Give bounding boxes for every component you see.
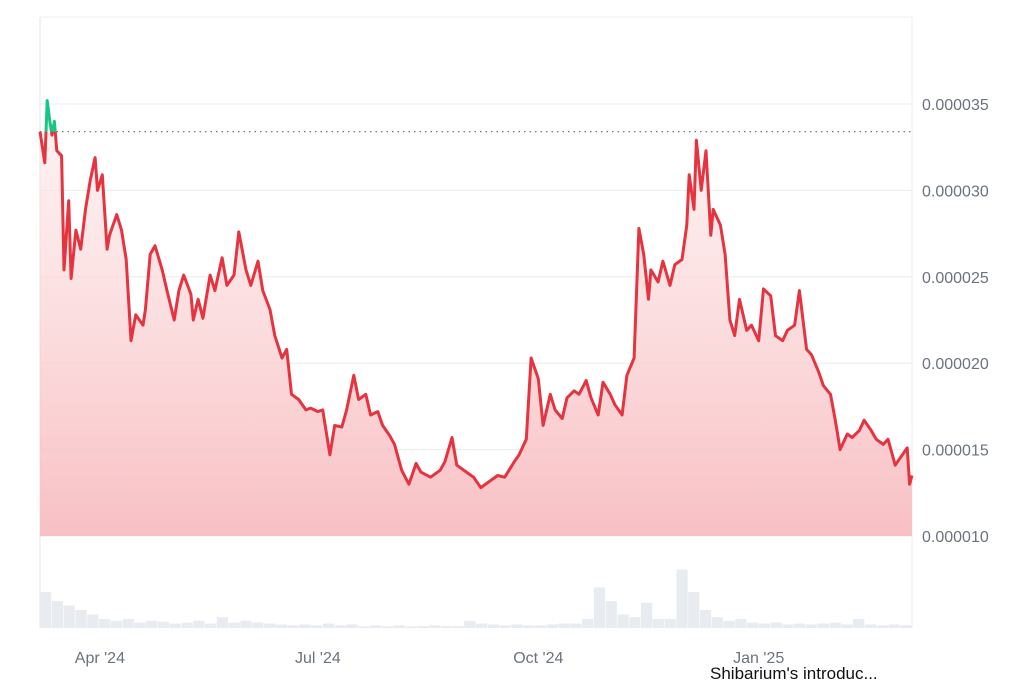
- volume-bar: [381, 626, 394, 628]
- volume-bar: [876, 625, 888, 628]
- volume-bar: [393, 625, 405, 628]
- y-tick-label: 0.000030: [922, 183, 989, 200]
- volume-bar: [428, 625, 441, 628]
- volume-bar: [75, 610, 87, 628]
- y-tick-label: 0.000020: [922, 356, 989, 373]
- volume-bar: [593, 587, 606, 628]
- volume-bar: [652, 619, 665, 628]
- x-tick-label: Oct '24: [513, 650, 563, 667]
- volume-bar: [864, 624, 877, 628]
- volume-bar: [252, 622, 264, 628]
- volume-bar: [605, 601, 617, 628]
- volume-bar: [688, 592, 700, 628]
- volume-bar: [169, 623, 181, 628]
- volume-bar: [676, 569, 688, 628]
- y-tick-label: 0.000015: [922, 443, 989, 460]
- volume-bar: [747, 622, 759, 628]
- x-tick-label: Jan '25: [733, 650, 784, 667]
- volume-bar: [640, 602, 653, 628]
- volume-bar: [358, 626, 370, 628]
- volume-bars: [40, 569, 912, 628]
- volume-bar: [334, 625, 346, 628]
- volume-bar: [464, 620, 476, 628]
- volume-bar: [770, 622, 782, 628]
- volume-bar: [829, 622, 841, 628]
- volume-bar: [782, 624, 794, 628]
- volume-bar: [523, 625, 535, 628]
- volume-bar: [98, 619, 111, 628]
- volume-bar: [570, 623, 582, 628]
- volume-bar: [546, 624, 558, 628]
- volume-bar: [487, 624, 500, 628]
- volume-bar: [311, 625, 323, 628]
- volume-bar: [900, 625, 912, 628]
- volume-bar: [853, 619, 865, 628]
- volume-bar: [193, 620, 205, 628]
- volume-bar: [181, 622, 193, 628]
- volume-bar: [405, 626, 417, 628]
- volume-bar: [794, 623, 806, 628]
- volume-bar: [299, 624, 311, 628]
- volume-bar: [240, 620, 252, 628]
- price-line-below: [38, 131, 914, 490]
- volume-bar: [63, 605, 75, 628]
- volume-bar: [841, 624, 853, 628]
- volume-bar: [204, 623, 217, 628]
- volume-bar: [699, 610, 712, 628]
- volume-bar: [629, 617, 641, 628]
- price-area-fill: [40, 100, 912, 536]
- volume-bar: [558, 623, 570, 628]
- volume-bar: [711, 617, 723, 628]
- volume-bar: [476, 623, 488, 628]
- volume-bar: [216, 617, 229, 628]
- volume-bar: [440, 626, 452, 628]
- chart-annotation[interactable]: Shibarium's introduc...: [710, 664, 878, 683]
- volume-bar: [664, 619, 676, 628]
- volume-bar: [617, 614, 629, 628]
- volume-bar: [146, 620, 158, 628]
- volume-bar: [723, 620, 735, 628]
- volume-bar: [534, 625, 547, 628]
- volume-bar: [263, 623, 276, 628]
- volume-bar: [346, 624, 358, 628]
- volume-bar: [369, 625, 382, 628]
- volume-bar: [452, 626, 464, 628]
- x-tick-label: Apr '24: [75, 650, 125, 667]
- volume-bar: [228, 622, 240, 628]
- volume-bar: [511, 624, 523, 628]
- volume-bar: [417, 626, 429, 628]
- y-tick-label: 0.000025: [922, 270, 989, 287]
- volume-bar: [817, 623, 830, 628]
- volume-bar: [888, 624, 900, 628]
- volume-bar: [805, 624, 818, 628]
- volume-bar: [582, 619, 594, 628]
- y-tick-label: 0.000010: [922, 529, 989, 546]
- volume-bar: [322, 623, 335, 628]
- volume-bar: [275, 624, 287, 628]
- volume-bar: [499, 625, 511, 628]
- volume-bar: [51, 601, 64, 628]
- volume-bar: [758, 623, 771, 628]
- volume-bar: [40, 592, 52, 628]
- y-tick-label: 0.000035: [922, 97, 989, 114]
- volume-bar: [287, 625, 299, 628]
- volume-bar: [87, 614, 99, 628]
- volume-bar: [122, 619, 134, 628]
- x-tick-label: Jul '24: [295, 650, 341, 667]
- volume-bar: [110, 620, 122, 628]
- volume-bar: [735, 619, 747, 628]
- volume-bar: [134, 622, 146, 628]
- volume-bar: [157, 621, 170, 628]
